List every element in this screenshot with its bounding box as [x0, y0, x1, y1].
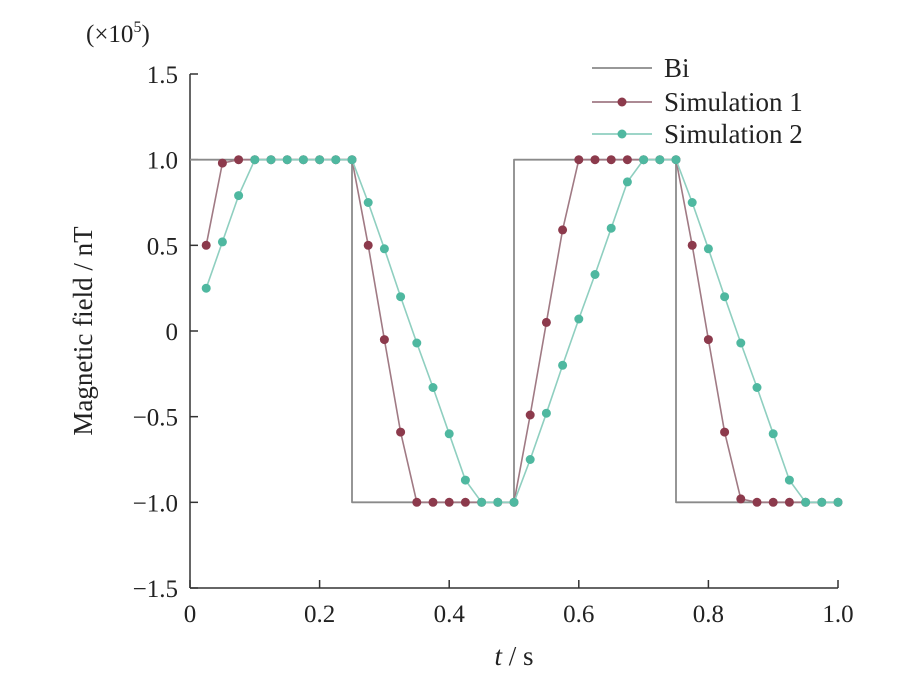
data-point-simulation-2: [315, 155, 325, 165]
x-axis-title: t / s: [494, 641, 533, 671]
data-point-simulation-1: [201, 240, 211, 250]
series-line-bi: [190, 158, 838, 504]
legend-marker-simulation-2: [617, 129, 627, 139]
y-scale-factor: (×105): [86, 19, 150, 48]
y-axis-title: Magnetic field / nT: [68, 226, 98, 436]
data-point-simulation-1: [217, 158, 227, 168]
data-point-simulation-1: [412, 497, 422, 507]
data-point-simulation-2: [331, 155, 341, 165]
data-point-simulation-2: [752, 383, 762, 392]
data-point-simulation-1: [736, 494, 746, 504]
data-point-simulation-2: [396, 292, 406, 302]
axis-ticks: 0 0.2 0.4 0.6 0.8 1.0 1.5 1.0 0.5 0 −0.5 −1.0 −1.5: [133, 62, 854, 628]
data-point-simulation-2: [379, 244, 389, 254]
data-point-simulation-1: [703, 335, 713, 345]
data-point-simulation-1: [752, 497, 762, 507]
x-tick-label: 0.4: [434, 601, 466, 628]
data-point-simulation-2: [720, 292, 730, 302]
data-point-simulation-1: [687, 240, 697, 250]
data-point-simulation-2: [736, 338, 746, 348]
data-point-simulation-2: [250, 155, 260, 165]
x-tick-label: 0.8: [693, 601, 724, 628]
data-point-simulation-1: [622, 155, 632, 165]
data-point-simulation-2: [282, 155, 292, 165]
data-point-simulation-1: [460, 497, 470, 507]
data-point-simulation-1: [363, 240, 373, 250]
data-point-simulation-2: [606, 223, 616, 233]
data-point-simulation-2: [217, 237, 227, 247]
data-point-simulation-1: [525, 410, 535, 420]
data-point-simulation-1: [590, 155, 600, 165]
legend: Bi Simulation 1 Simulation 2: [592, 53, 803, 149]
legend-label-simulation-1: Simulation 1: [664, 87, 803, 117]
y-tick-label: −0.5: [133, 405, 178, 432]
legend-label-bi: Bi: [664, 53, 690, 83]
legend-item-simulation-1: Simulation 1: [592, 87, 803, 117]
x-tick-label: 0: [184, 601, 197, 628]
data-point-simulation-2: [687, 198, 697, 207]
x-tick-label: 0.6: [563, 601, 594, 628]
x-tick-label: 0.2: [304, 601, 335, 628]
data-point-simulation-2: [817, 497, 827, 507]
data-point-simulation-2: [655, 155, 665, 165]
data-point-simulation-2: [703, 244, 713, 254]
data-point-simulation-2: [201, 283, 211, 293]
data-point-simulation-2: [428, 383, 438, 392]
y-scale-exponent: 5: [133, 19, 141, 36]
series-line-simulation-1: [205, 158, 838, 504]
data-point-simulation-1: [396, 427, 406, 437]
data-point-simulation-2: [768, 429, 778, 439]
series-line-simulation-2: [205, 158, 838, 504]
data-point-simulation-2: [622, 177, 632, 187]
data-point-simulation-1: [784, 497, 794, 507]
data-point-simulation-1: [428, 497, 438, 507]
x-tick-label: 1.0: [822, 601, 853, 628]
legend-label-simulation-2: Simulation 2: [664, 119, 803, 149]
data-point-simulation-2: [298, 155, 308, 165]
legend-item-simulation-2: Simulation 2: [592, 119, 803, 149]
y-tick-label: −1.0: [133, 490, 178, 517]
y-tick-label: 0.5: [147, 233, 178, 260]
data-point-simulation-2: [347, 155, 357, 165]
data-point-simulation-2: [460, 475, 470, 485]
data-point-simulation-2: [558, 360, 568, 370]
data-point-simulation-2: [801, 497, 811, 507]
data-point-simulation-2: [833, 497, 843, 507]
legend-marker-simulation-1: [617, 97, 627, 107]
data-point-simulation-1: [541, 317, 551, 327]
data-point-simulation-2: [444, 429, 454, 439]
data-point-simulation-2: [493, 497, 503, 507]
data-point-simulation-2: [525, 455, 535, 464]
data-point-simulation-2: [234, 191, 244, 201]
data-point-simulation-1: [574, 155, 584, 165]
data-point-simulation-2: [477, 497, 487, 507]
data-point-simulation-2: [671, 155, 681, 165]
y-tick-label: 0: [166, 319, 179, 346]
y-tick-label: 1.5: [147, 62, 178, 89]
y-tick-label: 1.0: [147, 148, 178, 175]
data-point-simulation-2: [784, 475, 794, 485]
data-point-simulation-2: [639, 155, 649, 165]
data-point-simulation-2: [412, 338, 422, 348]
data-point-simulation-2: [363, 198, 373, 207]
data-point-simulation-1: [379, 335, 389, 345]
data-point-simulation-1: [558, 225, 568, 235]
data-point-simulation-2: [574, 314, 584, 324]
legend-item-bi: Bi: [592, 53, 690, 83]
data-point-simulation-2: [266, 155, 276, 165]
data-point-simulation-2: [509, 497, 519, 507]
series-layer: [190, 155, 843, 507]
data-point-simulation-2: [541, 408, 551, 418]
data-point-simulation-2: [590, 270, 600, 279]
data-point-simulation-1: [444, 497, 454, 507]
data-point-simulation-1: [768, 497, 778, 507]
data-point-simulation-1: [234, 155, 244, 165]
data-point-simulation-1: [720, 427, 730, 437]
data-point-simulation-1: [606, 155, 616, 165]
y-tick-label: −1.5: [133, 576, 178, 603]
